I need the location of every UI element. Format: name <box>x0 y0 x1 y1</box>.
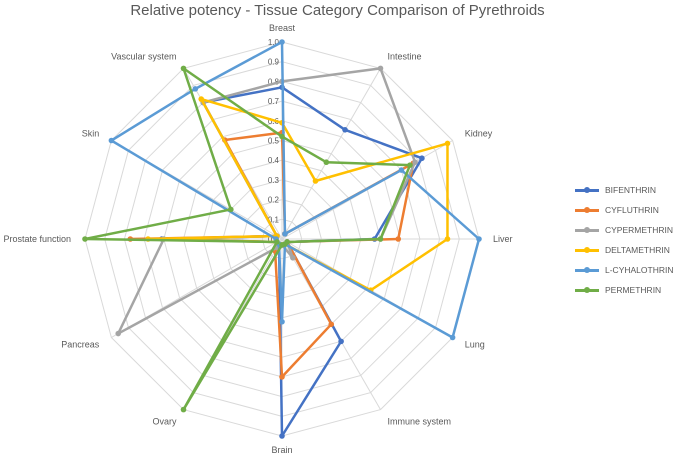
data-point-permethrin-vascular-system <box>180 65 187 72</box>
legend-swatch-bifenthrin <box>575 185 599 195</box>
tick-label: 1.0 <box>268 38 280 47</box>
data-point-cypermethrin-kidney <box>412 159 418 165</box>
legend-swatch-deltamethrin <box>575 245 599 255</box>
legend-label-deltamethrin: DELTAMETHRIN <box>605 245 670 255</box>
data-point-l-cyhalothrin-skin <box>108 137 115 144</box>
data-point-cypermethrin-intestine <box>377 65 384 72</box>
legend-label-permethrin: PERMETHRIN <box>605 285 662 295</box>
data-point-permethrin-liver <box>377 236 384 242</box>
axis-label-brain: Brain <box>271 445 292 455</box>
data-point-permethrin-prostate-function <box>82 236 88 242</box>
series-line-cyfluthrin <box>129 131 415 379</box>
legend-swatch-cyfluthrin <box>575 205 599 215</box>
data-point-bifenthrin-kidney <box>419 155 425 162</box>
data-point-permethrin-ovary <box>180 406 187 413</box>
axis-label-breast: Breast <box>269 23 296 33</box>
axis-label-vascular-system: Vascular system <box>111 51 176 61</box>
axis-label-prostate-function: Prostate function <box>3 234 71 244</box>
series-line-l-cyhalothrin <box>110 40 481 339</box>
data-point-l-cyhalothrin-liver <box>476 236 482 242</box>
data-point-cypermethrin-immune-system <box>290 254 296 261</box>
data-point-bifenthrin-brain <box>279 433 285 439</box>
axis-label-liver: Liver <box>493 234 513 244</box>
legend-label-bifenthrin: BIFENTHRIN <box>605 185 656 195</box>
data-point-l-cyhalothrin-brain <box>279 318 285 325</box>
tick-label: 0.4 <box>268 156 280 165</box>
legend-label-cyfluthrin: CYFLUTHRIN <box>605 205 659 215</box>
data-point-cypermethrin-pancreas <box>115 330 122 337</box>
axis-label-kidney: Kidney <box>465 129 493 139</box>
tick-label: 0.9 <box>268 58 280 67</box>
data-point-l-cyhalothrin-breast <box>279 39 285 45</box>
chart-title: Relative potency - Tissue Category Compa… <box>130 2 545 19</box>
data-point-bifenthrin-intestine <box>342 127 348 133</box>
axis-label-lung: Lung <box>465 340 485 350</box>
data-point-permethrin-skin <box>228 206 234 213</box>
data-point-permethrin-kidney <box>407 162 413 168</box>
data-point-deltamethrin-kidney <box>444 140 451 147</box>
axis-label-skin: Skin <box>82 129 100 139</box>
data-point-permethrin-pancreas <box>274 239 280 245</box>
axis-label-pancreas: Pancreas <box>61 340 100 350</box>
axis-label-ovary: Ovary <box>152 417 177 427</box>
data-point-deltamethrin-vascular-system <box>198 96 205 102</box>
tick-label: 0.2 <box>268 196 280 205</box>
data-point-cyfluthrin-liver <box>395 236 402 242</box>
tick-label: 0.7 <box>268 97 280 106</box>
data-point-permethrin-intestine <box>323 159 330 166</box>
legend: BIFENTHRIN CYFLUTHRIN CYPERMETHRIN DELTAMET… <box>575 180 673 300</box>
legend-swatch-permethrin <box>575 285 599 295</box>
axis-label-immune-system: Immune system <box>388 417 452 427</box>
data-point-l-cyhalothrin-vascular-system <box>192 86 199 92</box>
tick-label: 0.3 <box>268 176 280 185</box>
legend-swatch-l-cyhalothrin <box>575 265 599 275</box>
legend-item-cypermethrin: CYPERMETHRIN <box>575 220 673 240</box>
tick-label: 0.5 <box>268 137 280 146</box>
legend-item-bifenthrin: BIFENTHRIN <box>575 180 673 200</box>
data-point-l-cyhalothrin-intestine <box>282 231 288 237</box>
data-point-permethrin-brain <box>279 242 285 248</box>
legend-item-permethrin: PERMETHRIN <box>575 280 673 300</box>
grid-spoke <box>281 68 381 240</box>
legend-swatch-cypermethrin <box>575 225 599 235</box>
data-point-deltamethrin-intestine <box>312 178 319 184</box>
legend-item-cyfluthrin: CYFLUTHRIN <box>575 200 673 220</box>
data-point-l-cyhalothrin-kidney <box>398 167 405 173</box>
legend-item-l-cyhalothrin: L-CYHALOTHRIN <box>575 260 673 280</box>
legend-label-l-cyhalothrin: L-CYHALOTHRIN <box>605 265 674 275</box>
data-point-cyfluthrin-brain <box>279 374 285 380</box>
data-point-cyfluthrin-immune-system <box>328 321 335 328</box>
data-point-bifenthrin-immune-system <box>338 338 344 345</box>
axis-label-intestine: Intestine <box>388 51 422 61</box>
data-point-permethrin-breast <box>279 133 285 140</box>
tick-label: 0.8 <box>268 77 280 86</box>
tick-label: 0.1 <box>268 215 280 224</box>
legend-item-deltamethrin: DELTAMETHRIN <box>575 240 673 260</box>
data-point-deltamethrin-liver <box>444 236 451 242</box>
data-point-l-cyhalothrin-lung <box>449 334 456 341</box>
legend-label-cypermethrin: CYPERMETHRIN <box>605 225 674 235</box>
